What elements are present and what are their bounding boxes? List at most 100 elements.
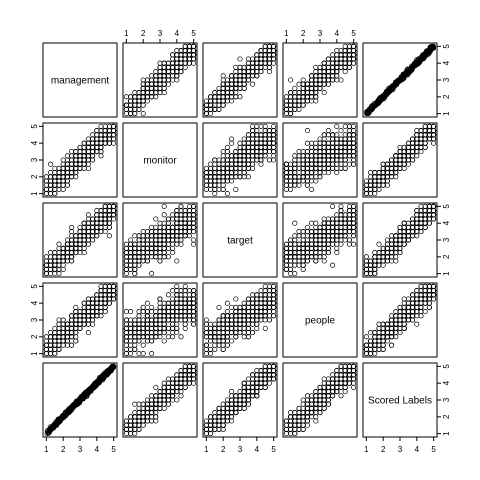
- data-point: [342, 157, 348, 163]
- panel-0-4: [362, 42, 438, 118]
- data-point: [254, 132, 260, 138]
- data-point: [351, 128, 357, 134]
- data-point: [73, 149, 79, 155]
- data-point: [182, 64, 188, 70]
- data-point: [250, 64, 256, 70]
- data-point: [224, 174, 230, 180]
- data-point: [123, 94, 129, 100]
- data-point: [60, 161, 66, 167]
- data-point: [363, 178, 369, 184]
- data-point: [250, 136, 256, 142]
- data-point: [296, 90, 302, 96]
- data-point: [144, 77, 150, 83]
- data-point: [52, 186, 58, 192]
- data-point: [241, 81, 247, 87]
- data-point: [216, 186, 222, 192]
- data-point: [237, 94, 243, 100]
- data-point: [250, 56, 256, 62]
- data-point: [258, 64, 264, 70]
- data-point: [397, 149, 403, 155]
- data-point: [90, 144, 96, 150]
- data-point: [266, 60, 272, 66]
- data-point: [325, 144, 331, 150]
- data-point: [132, 111, 138, 117]
- data-point: [296, 94, 302, 100]
- data-point: [384, 182, 390, 188]
- data-point: [250, 73, 256, 79]
- data-point: [334, 69, 340, 75]
- data-point: [241, 85, 247, 91]
- data-point: [140, 98, 146, 104]
- data-point: [254, 73, 260, 79]
- data-point: [77, 144, 83, 150]
- data-point: [262, 136, 268, 142]
- data-point: [351, 123, 357, 129]
- data-point: [258, 60, 264, 66]
- data-point: [288, 77, 294, 83]
- data-point: [111, 128, 117, 134]
- data-point: [342, 52, 348, 58]
- data-point: [422, 136, 428, 142]
- data-point: [250, 81, 256, 87]
- data-point: [296, 81, 302, 87]
- data-point: [237, 144, 243, 150]
- data-point: [397, 144, 403, 150]
- data-point: [416, 58, 423, 64]
- data-point: [48, 191, 54, 197]
- data-point: [241, 174, 247, 180]
- data-point: [208, 170, 214, 176]
- data-point: [64, 165, 70, 171]
- data-point: [229, 90, 235, 96]
- data-point: [132, 102, 138, 108]
- data-point: [351, 43, 357, 49]
- data-point: [212, 170, 218, 176]
- data-point: [313, 178, 319, 184]
- data-point: [229, 98, 235, 104]
- data-point: [254, 157, 260, 163]
- data-point: [288, 106, 294, 112]
- data-point: [266, 136, 272, 142]
- data-point: [56, 178, 62, 184]
- data-point: [250, 157, 256, 163]
- data-point: [325, 149, 331, 155]
- data-point: [224, 161, 230, 167]
- data-point: [220, 165, 226, 171]
- data-point: [338, 128, 344, 134]
- data-point: [170, 64, 176, 70]
- data-point: [94, 149, 100, 155]
- data-point: [258, 140, 264, 146]
- data-point: [338, 157, 344, 163]
- data-point: [283, 165, 289, 171]
- scatter-points: [364, 43, 437, 117]
- data-point: [410, 153, 416, 159]
- data-point: [94, 132, 100, 138]
- data-point: [237, 165, 243, 171]
- panel-1-1: monitor: [122, 122, 198, 198]
- data-point: [313, 157, 319, 163]
- data-point: [368, 170, 374, 176]
- data-point: [254, 64, 260, 70]
- data-point: [153, 81, 159, 87]
- data-point: [203, 98, 209, 104]
- data-point: [292, 90, 298, 96]
- data-point: [140, 81, 146, 87]
- data-point: [372, 170, 378, 176]
- data-point: [330, 157, 336, 163]
- data-point: [342, 153, 348, 159]
- data-point: [334, 153, 340, 159]
- data-point: [262, 60, 268, 66]
- data-point: [220, 178, 226, 184]
- data-point: [346, 48, 352, 54]
- data-point: [245, 153, 251, 159]
- data-point: [313, 153, 319, 159]
- data-point: [161, 81, 167, 87]
- data-point: [191, 48, 197, 54]
- panel-frame: [122, 122, 198, 198]
- data-point: [418, 132, 424, 138]
- data-point: [271, 48, 277, 54]
- data-point: [170, 52, 176, 58]
- data-point: [372, 182, 378, 188]
- data-point: [216, 157, 222, 163]
- data-point: [296, 165, 302, 171]
- data-point: [56, 182, 62, 188]
